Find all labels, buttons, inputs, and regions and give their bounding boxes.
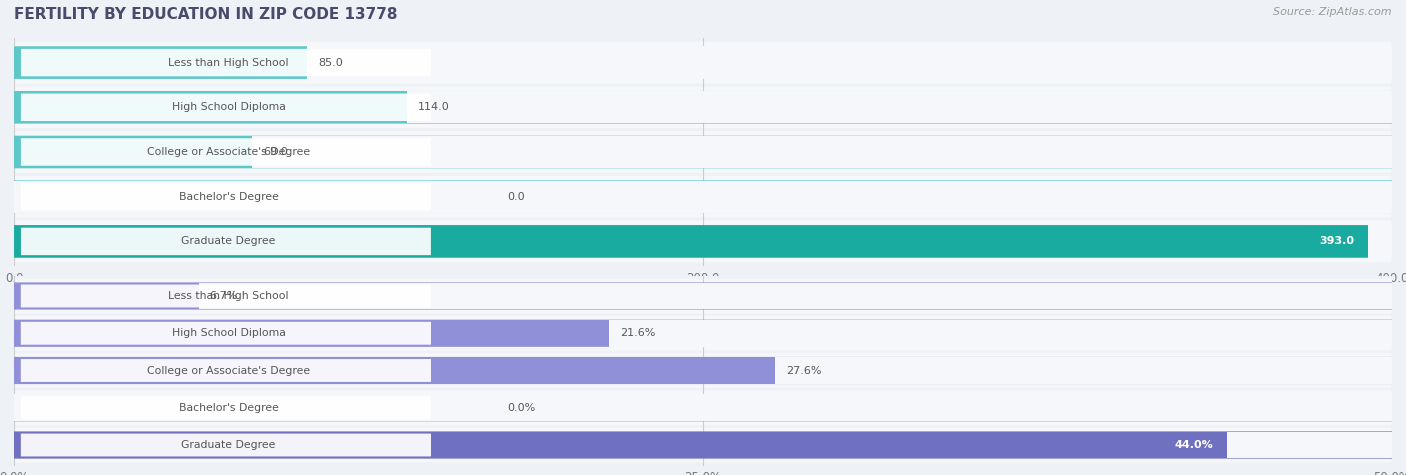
Text: 114.0: 114.0 bbox=[418, 102, 450, 112]
Text: 21.6%: 21.6% bbox=[620, 328, 655, 338]
FancyBboxPatch shape bbox=[21, 49, 430, 76]
FancyBboxPatch shape bbox=[14, 220, 1392, 262]
FancyBboxPatch shape bbox=[21, 285, 432, 307]
FancyBboxPatch shape bbox=[14, 86, 1392, 128]
Text: 393.0: 393.0 bbox=[1319, 237, 1354, 247]
FancyBboxPatch shape bbox=[21, 434, 432, 456]
FancyBboxPatch shape bbox=[21, 322, 432, 345]
FancyBboxPatch shape bbox=[21, 359, 432, 382]
FancyBboxPatch shape bbox=[14, 390, 1392, 425]
Text: 44.0%: 44.0% bbox=[1174, 440, 1213, 450]
FancyBboxPatch shape bbox=[14, 357, 1392, 384]
FancyBboxPatch shape bbox=[21, 183, 430, 210]
Text: High School Diploma: High School Diploma bbox=[172, 328, 285, 338]
FancyBboxPatch shape bbox=[307, 47, 1392, 79]
Text: Less than High School: Less than High School bbox=[169, 291, 288, 301]
FancyBboxPatch shape bbox=[14, 353, 1392, 388]
FancyBboxPatch shape bbox=[1226, 432, 1392, 458]
FancyBboxPatch shape bbox=[775, 357, 1392, 384]
FancyBboxPatch shape bbox=[21, 396, 432, 419]
Text: Less than High School: Less than High School bbox=[169, 57, 288, 67]
FancyBboxPatch shape bbox=[14, 136, 1392, 168]
FancyBboxPatch shape bbox=[21, 94, 430, 121]
FancyBboxPatch shape bbox=[198, 283, 1392, 309]
FancyBboxPatch shape bbox=[14, 91, 1392, 124]
FancyBboxPatch shape bbox=[14, 431, 1392, 458]
FancyBboxPatch shape bbox=[14, 46, 1392, 79]
Text: Source: ZipAtlas.com: Source: ZipAtlas.com bbox=[1274, 7, 1392, 17]
Text: Graduate Degree: Graduate Degree bbox=[181, 440, 276, 450]
FancyBboxPatch shape bbox=[14, 394, 1392, 421]
FancyBboxPatch shape bbox=[14, 428, 1392, 463]
Text: 69.0: 69.0 bbox=[263, 147, 287, 157]
Text: High School Diploma: High School Diploma bbox=[172, 102, 285, 112]
Text: Bachelor's Degree: Bachelor's Degree bbox=[179, 403, 278, 413]
FancyBboxPatch shape bbox=[21, 228, 430, 255]
Text: 0.0%: 0.0% bbox=[508, 403, 536, 413]
FancyBboxPatch shape bbox=[14, 42, 1392, 84]
FancyBboxPatch shape bbox=[14, 180, 1392, 213]
FancyBboxPatch shape bbox=[14, 131, 1392, 173]
FancyBboxPatch shape bbox=[406, 91, 1392, 124]
Text: College or Associate's Degree: College or Associate's Degree bbox=[148, 365, 311, 376]
FancyBboxPatch shape bbox=[14, 278, 1392, 314]
Text: 6.7%: 6.7% bbox=[209, 291, 238, 301]
FancyBboxPatch shape bbox=[14, 283, 1392, 310]
FancyBboxPatch shape bbox=[14, 176, 1392, 218]
FancyBboxPatch shape bbox=[14, 320, 1392, 347]
FancyBboxPatch shape bbox=[14, 316, 1392, 351]
Text: 27.6%: 27.6% bbox=[786, 365, 821, 376]
FancyBboxPatch shape bbox=[609, 320, 1392, 347]
Text: 0.0: 0.0 bbox=[508, 192, 524, 202]
FancyBboxPatch shape bbox=[21, 138, 430, 166]
FancyBboxPatch shape bbox=[14, 225, 1392, 258]
FancyBboxPatch shape bbox=[14, 394, 1392, 421]
Text: Bachelor's Degree: Bachelor's Degree bbox=[179, 192, 278, 202]
Text: FERTILITY BY EDUCATION IN ZIP CODE 13778: FERTILITY BY EDUCATION IN ZIP CODE 13778 bbox=[14, 7, 398, 22]
FancyBboxPatch shape bbox=[1368, 225, 1392, 257]
Text: 85.0: 85.0 bbox=[318, 57, 343, 67]
FancyBboxPatch shape bbox=[14, 180, 1392, 213]
Text: College or Associate's Degree: College or Associate's Degree bbox=[148, 147, 311, 157]
Text: Graduate Degree: Graduate Degree bbox=[181, 237, 276, 247]
FancyBboxPatch shape bbox=[252, 136, 1392, 168]
